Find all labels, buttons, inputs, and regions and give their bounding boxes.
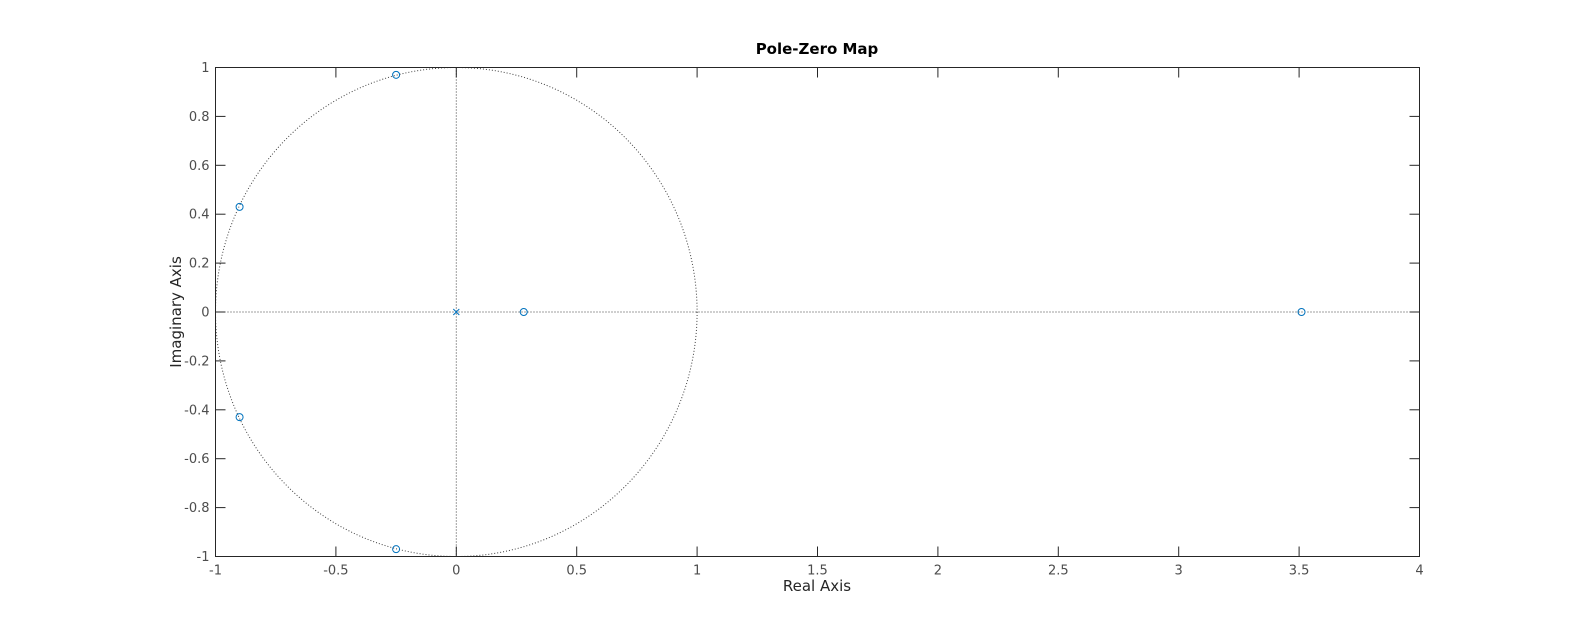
- y-tick-label: 0: [201, 306, 209, 321]
- y-tick-label: -0.4: [184, 403, 209, 418]
- y-tick-label: 0.2: [189, 257, 210, 272]
- x-tick-label: 3.5: [1289, 564, 1310, 579]
- x-tick-label: -1: [209, 564, 222, 579]
- y-axis-label: Imaginary Axis: [167, 256, 185, 368]
- x-tick-label: 2.5: [1048, 564, 1069, 579]
- zero-marker: [392, 70, 401, 79]
- y-tick-label: 1: [201, 61, 209, 76]
- axis-ticks: -1 -0.5 0 0.5 1 1.5 2 2.5 3 3.5 4 1 0.8 0.6 0.4 0.2 0 -0.…: [184, 61, 1424, 579]
- chart-title: Pole-Zero Map: [756, 40, 879, 58]
- x-tick-label: 2: [934, 564, 942, 579]
- zero-marker: [235, 413, 244, 422]
- x-tick-label: -0.5: [323, 564, 348, 579]
- x-tick-label: 0.5: [566, 564, 587, 579]
- pole-zero-markers: [235, 70, 1306, 554]
- y-tick-label: -0.8: [184, 501, 209, 516]
- reference-lines: [214, 67, 1420, 557]
- zero-marker: [392, 545, 401, 554]
- x-axis-label: Real Axis: [783, 577, 851, 595]
- y-tick-label: -1: [197, 550, 210, 565]
- x-tick-label: 0: [452, 564, 460, 579]
- y-tick-label: 0.6: [189, 159, 210, 174]
- zero-marker: [519, 308, 528, 316]
- x-tick-label: 1.5: [807, 564, 828, 579]
- zero-marker: [1297, 308, 1306, 316]
- zero-marker: [235, 202, 244, 211]
- x-tick-label: 1: [693, 564, 701, 579]
- x-tick-label: 3: [1175, 564, 1183, 579]
- x-tick-label: 4: [1415, 564, 1423, 579]
- y-tick-label: 0.8: [189, 110, 210, 125]
- y-tick-label: -0.2: [184, 354, 209, 369]
- y-tick-label: 0.4: [189, 208, 210, 223]
- y-tick-label: -0.6: [184, 452, 209, 467]
- pole-marker: [452, 308, 460, 316]
